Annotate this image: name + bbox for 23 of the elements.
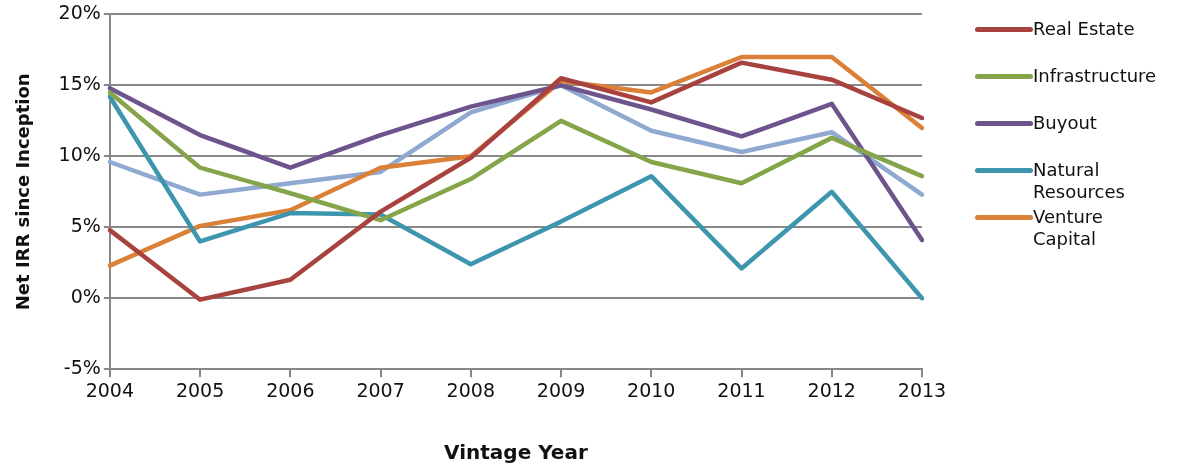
x-tick-label: 2011 bbox=[717, 378, 766, 401]
x-tick-label: 2010 bbox=[627, 378, 676, 401]
x-tick-label: 2004 bbox=[85, 378, 135, 401]
x-axis-title: Vintage Year bbox=[444, 440, 588, 465]
x-tick-label: 2008 bbox=[446, 378, 495, 401]
x-tick-label: 2012 bbox=[807, 378, 856, 401]
legend-label: Buyout bbox=[1033, 112, 1097, 134]
y-tick-label: 15% bbox=[58, 72, 101, 95]
y-tick-label: 0% bbox=[70, 285, 101, 308]
y-tick-label: 5% bbox=[70, 214, 101, 237]
x-tick-label: 2013 bbox=[897, 378, 947, 401]
legend-label: Natural Resources bbox=[1033, 159, 1126, 203]
x-tick-label: 2007 bbox=[356, 378, 405, 401]
legend-label: Real Estate bbox=[1033, 18, 1135, 40]
x-tick-label: 2005 bbox=[175, 378, 225, 401]
x-tick-label: 2006 bbox=[266, 378, 315, 401]
y-tick-label: -5% bbox=[63, 356, 101, 379]
y-axis-title: Net IRR since Inception bbox=[12, 73, 34, 311]
x-tick-label: 2009 bbox=[536, 378, 586, 401]
y-tick-label: 20% bbox=[58, 1, 101, 24]
y-tick-label: 10% bbox=[58, 143, 101, 166]
legend-label: Infrastructure bbox=[1033, 65, 1157, 87]
legend-label: Venture Capital bbox=[1033, 206, 1104, 250]
